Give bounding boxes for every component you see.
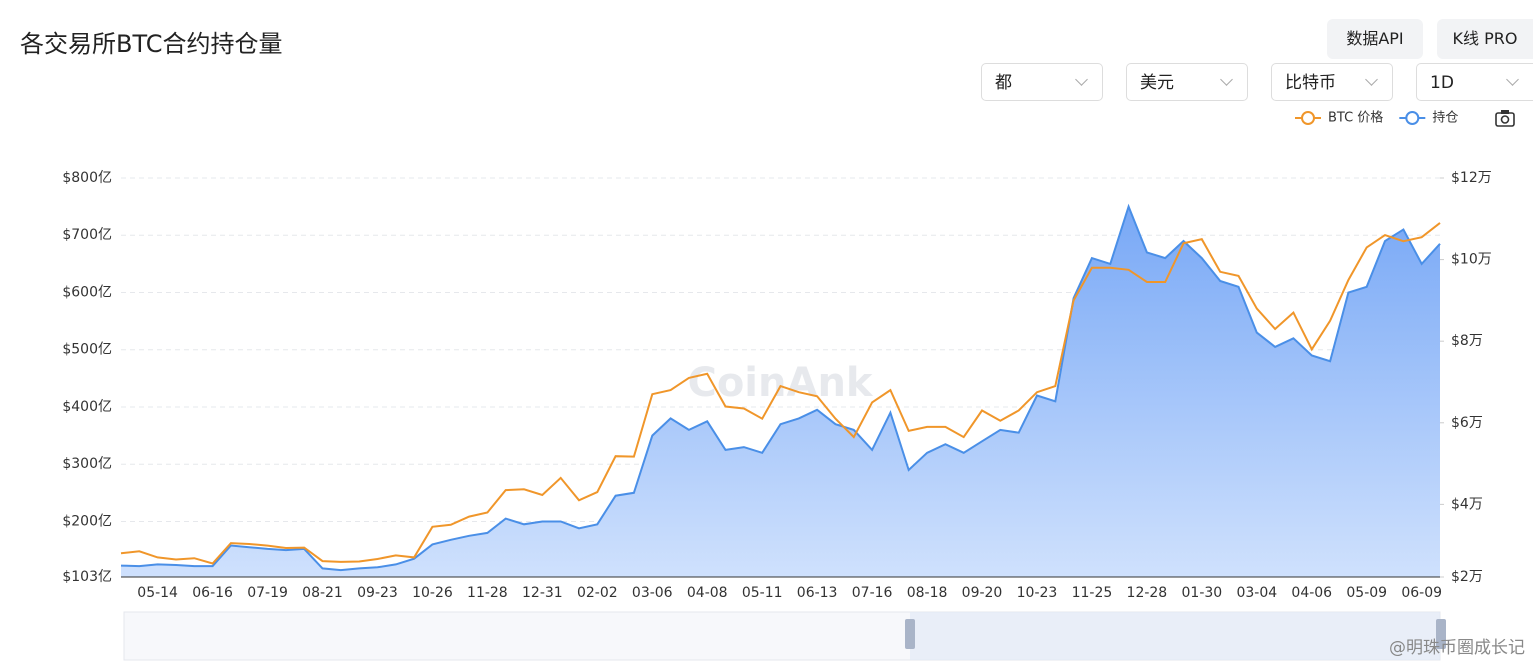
oi-line (120, 203, 1441, 572)
x-tick-label: 07-16 (852, 585, 893, 601)
y2-tick-label: $10万 (1451, 252, 1492, 268)
y-tick-label: $600亿 (62, 284, 112, 300)
unit-select[interactable]: 比特币 (1271, 63, 1393, 101)
legend-swatch (1301, 111, 1315, 125)
x-tick-label: 04-06 (1291, 585, 1332, 601)
y-tick-label: $700亿 (62, 227, 112, 243)
x-tick-label: 08-21 (302, 585, 343, 601)
x-tick-label: 09-23 (357, 585, 398, 601)
x-tick-label: 11-28 (467, 585, 508, 601)
x-tick-label: 03-04 (1236, 585, 1277, 601)
y-tick-label: $103亿 (62, 569, 112, 585)
oi-area (121, 206, 1440, 577)
exchange-select[interactable]: 都 (981, 63, 1103, 101)
interval-select[interactable]: 1D (1416, 63, 1533, 101)
x-tick-label: 04-08 (687, 585, 728, 601)
legend-label: 持仓 (1432, 111, 1458, 126)
credit: @明珠币圈成长记 (1389, 638, 1525, 658)
x-tick-label: 05-09 (1346, 585, 1387, 601)
slider-handle[interactable] (905, 619, 915, 649)
x-tick-label: 09-20 (962, 585, 1003, 601)
x-tick-label: 03-06 (632, 585, 673, 601)
x-tick-label: 12-31 (522, 585, 563, 601)
slider-handle[interactable] (1436, 619, 1446, 649)
kline-button[interactable]: K线 PRO (1437, 19, 1533, 59)
y2-tick-label: $12万 (1451, 170, 1492, 186)
currency-select[interactable]: 美元 (1126, 63, 1248, 101)
x-tick-label: 07-19 (247, 585, 288, 601)
y-tick-label: $500亿 (62, 342, 112, 358)
x-tick-label: 06-13 (797, 585, 838, 601)
range-window[interactable] (910, 612, 1440, 660)
x-tick-label: 10-23 (1017, 585, 1058, 601)
camera-icon[interactable] (1495, 110, 1515, 127)
x-tick-label: 01-30 (1182, 585, 1223, 601)
x-tick-label: 05-11 (742, 585, 783, 601)
x-tick-label: 06-09 (1401, 585, 1442, 601)
x-tick-label: 02-02 (577, 585, 618, 601)
price-line (120, 222, 1441, 565)
y2-tick-label: $2万 (1451, 569, 1483, 585)
api-button[interactable]: 数据API (1327, 19, 1423, 59)
x-tick-label: 10-26 (412, 585, 453, 601)
legend-label: BTC 价格 (1328, 110, 1383, 126)
y2-tick-label: $8万 (1451, 333, 1483, 349)
watermark: CoinAnk (687, 360, 873, 406)
y2-tick-label: $4万 (1451, 496, 1483, 512)
x-tick-label: 11-25 (1072, 585, 1113, 601)
x-tick-label: 05-14 (137, 585, 178, 601)
x-tick-label: 06-16 (192, 585, 233, 601)
y-tick-label: $400亿 (62, 399, 112, 415)
x-tick-label: 08-18 (907, 585, 948, 601)
legend-swatch (1405, 111, 1420, 125)
x-tick-label: 12-28 (1127, 585, 1168, 601)
y-tick-label: $800亿 (62, 170, 112, 186)
y-tick-label: $300亿 (62, 456, 112, 472)
chart-title: 各交易所BTC合约持仓量 (20, 30, 283, 58)
y2-tick-label: $6万 (1451, 415, 1483, 431)
y-tick-label: $200亿 (62, 513, 112, 529)
